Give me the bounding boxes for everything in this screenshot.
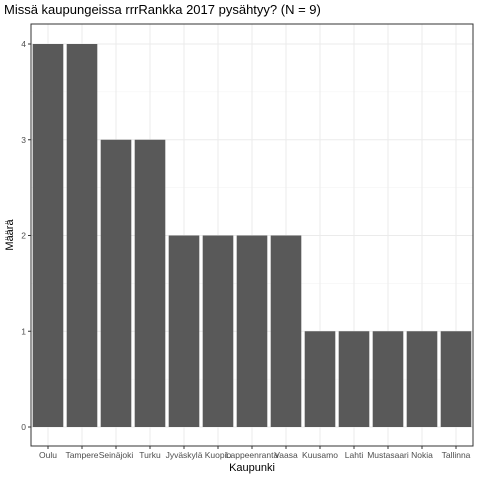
bar-lappeenranta [236, 235, 268, 427]
bar-nokia [406, 331, 438, 427]
bars [32, 44, 472, 427]
x-tick-label: Oulu [39, 450, 57, 460]
x-tick-label: Nokia [411, 450, 433, 460]
x-tick-label: Tallinna [442, 450, 471, 460]
chart-title: Missä kaupungeissa rrrRankka 2017 pysäht… [4, 2, 321, 17]
y-tick-label: 4 [21, 39, 26, 49]
y-tick-label: 1 [21, 326, 26, 336]
x-tick-label: Mustasaari [367, 450, 409, 460]
bar-oulu [32, 44, 64, 427]
y-tick-label: 0 [21, 422, 26, 432]
bar-mustasaari [372, 331, 404, 427]
y-axis: 0 1 2 3 4 [21, 39, 31, 432]
x-tick-label: Tampere [65, 450, 98, 460]
bar-lahti [338, 331, 370, 427]
bar-tampere [66, 44, 98, 427]
x-tick-label: Lappeenranta [226, 450, 279, 460]
x-tick-label: Seinäjoki [99, 450, 134, 460]
bar-seinäjoki [100, 139, 132, 427]
x-tick-label: Jyväskylä [166, 450, 203, 460]
bar-kuopio [202, 235, 234, 427]
y-axis-title: Määrä [4, 219, 16, 251]
x-tick-label: Turku [139, 450, 161, 460]
x-tick-label: Lahti [345, 450, 364, 460]
bar-turku [134, 139, 166, 427]
bar-vaasa [270, 235, 302, 427]
bar-kuusamo [304, 331, 336, 427]
bar-jyväskylä [168, 235, 200, 427]
y-tick-label: 2 [21, 231, 26, 241]
x-tick-label: Vaasa [274, 450, 298, 460]
x-tick-label: Kuusamo [302, 450, 338, 460]
bar-tallinna [440, 331, 472, 427]
x-axis-title: Kaupunki [229, 462, 275, 474]
x-tick-label: Kuopio [205, 450, 232, 460]
y-tick-label: 3 [21, 135, 26, 145]
x-axis: Oulu Tampere Seinäjoki Turku Jyväskylä Kuopio… [39, 446, 471, 460]
